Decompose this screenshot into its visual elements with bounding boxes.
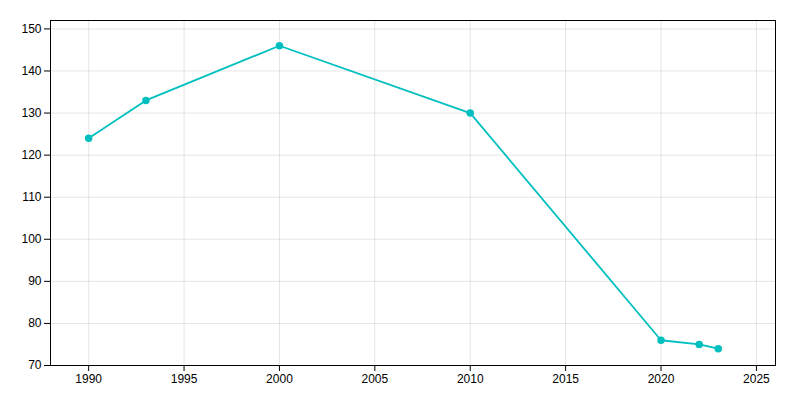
svg-text:2010: 2010 xyxy=(457,372,484,386)
svg-text:90: 90 xyxy=(28,274,42,288)
svg-text:130: 130 xyxy=(21,106,41,120)
svg-text:2005: 2005 xyxy=(361,372,388,386)
svg-text:100: 100 xyxy=(21,232,41,246)
svg-text:2020: 2020 xyxy=(648,372,675,386)
svg-text:70: 70 xyxy=(28,358,42,372)
svg-text:150: 150 xyxy=(21,22,41,36)
svg-text:80: 80 xyxy=(28,316,42,330)
svg-text:2015: 2015 xyxy=(552,372,579,386)
svg-text:120: 120 xyxy=(21,148,41,162)
svg-text:110: 110 xyxy=(22,190,41,204)
svg-text:1990: 1990 xyxy=(75,372,102,386)
svg-text:1995: 1995 xyxy=(171,372,198,386)
svg-text:2000: 2000 xyxy=(266,372,293,386)
svg-text:140: 140 xyxy=(21,64,41,78)
svg-text:2025: 2025 xyxy=(743,372,770,386)
